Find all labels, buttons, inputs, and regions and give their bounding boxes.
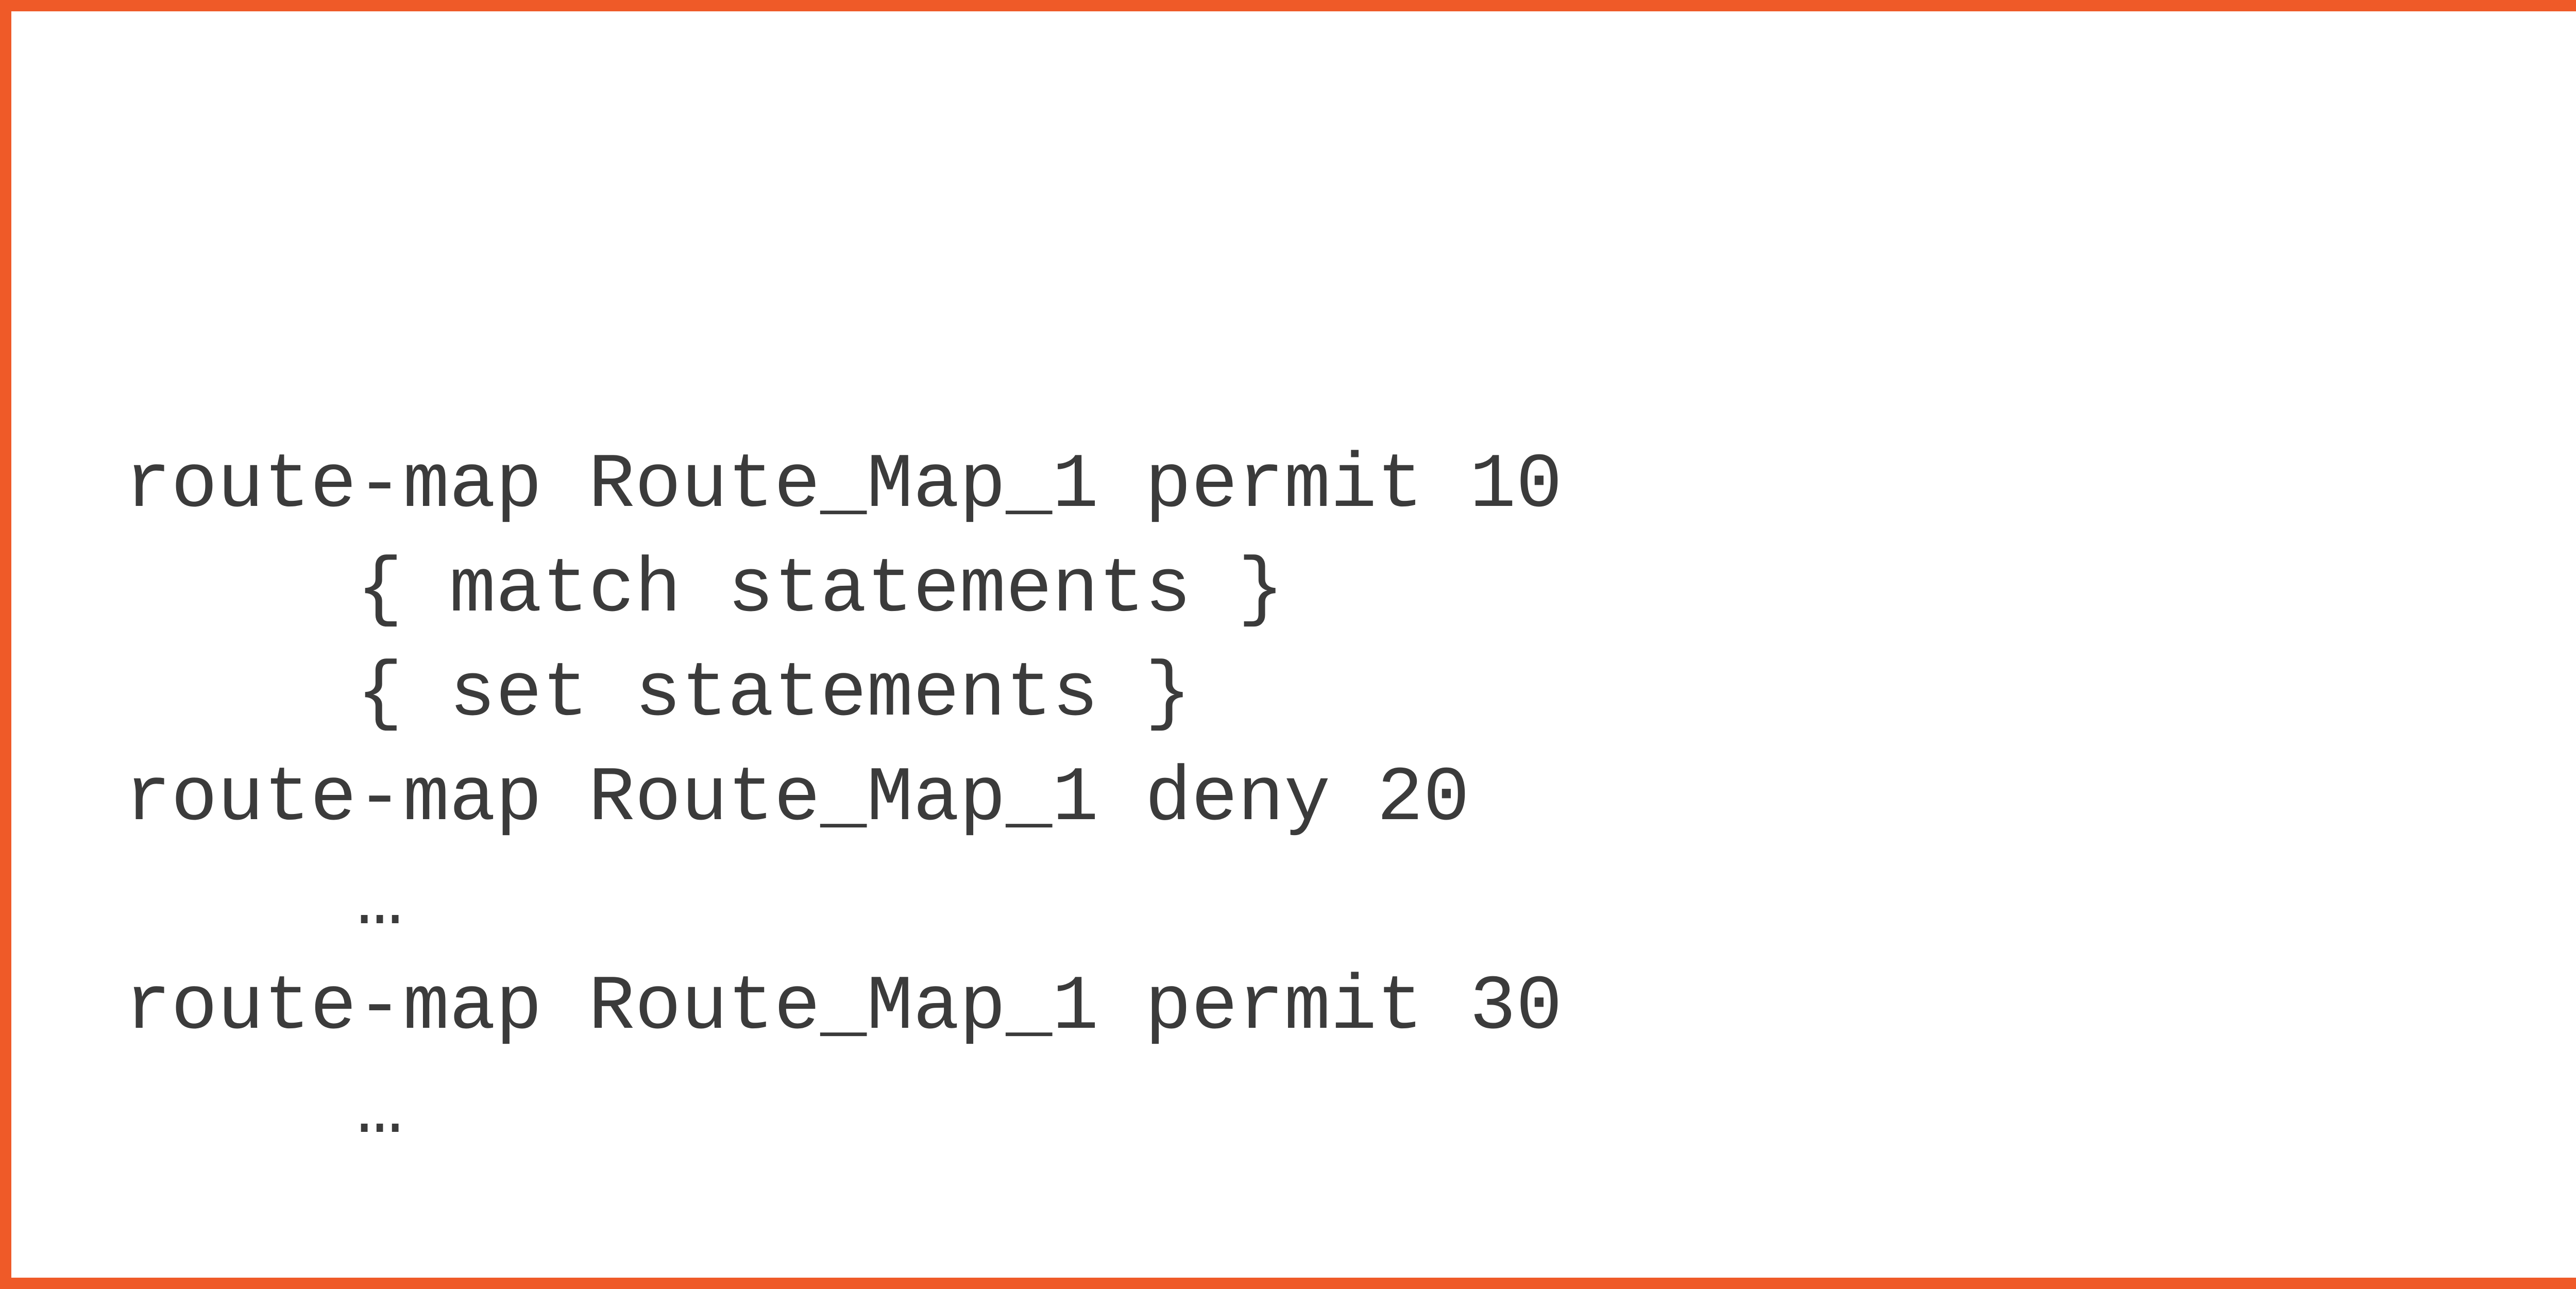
code-line: route-map Route_Map_1 deny 20 (125, 755, 1469, 843)
code-line: … (125, 1068, 403, 1156)
content-frame: PIVIT route-map Route_Map_1 permit 10 { … (0, 0, 2576, 1289)
code-line: { match statements } (125, 547, 1284, 634)
code-block: route-map Route_Map_1 permit 10 { match … (125, 434, 1562, 1164)
code-line: … (125, 859, 403, 947)
code-line: route-map Route_Map_1 permit 30 (125, 964, 1562, 1051)
code-line: { set statements } (125, 651, 1191, 738)
code-line: route-map Route_Map_1 permit 10 (125, 442, 1562, 530)
